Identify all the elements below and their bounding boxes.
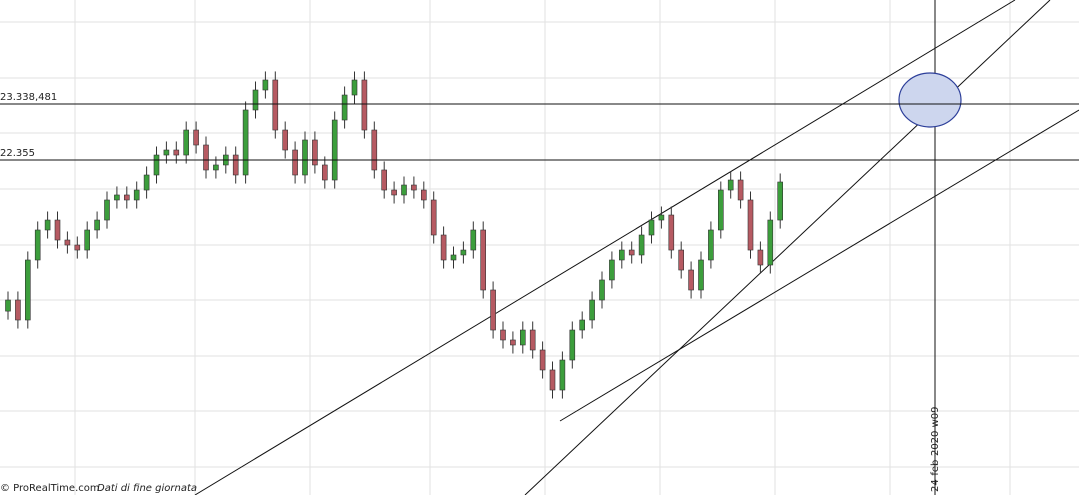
candle-body — [460, 249, 467, 256]
candle-body — [589, 299, 595, 321]
candle-body — [539, 349, 546, 371]
candle-body — [232, 154, 239, 176]
candle-body — [203, 144, 209, 171]
candle-body — [480, 229, 487, 291]
candle-body — [559, 359, 566, 391]
candle-body — [84, 229, 90, 251]
candle-body — [678, 249, 685, 271]
trend-lines — [194, 0, 1079, 495]
candle-body — [470, 229, 477, 251]
candle-body — [104, 199, 110, 221]
candle-body — [15, 299, 21, 321]
candle-body — [124, 194, 130, 201]
candle-body — [658, 214, 665, 221]
candle-body — [430, 199, 437, 236]
highlight-ellipse — [898, 72, 962, 128]
candle-body — [292, 149, 298, 176]
candle-body — [331, 119, 338, 181]
candle-body — [510, 339, 516, 346]
candle-body — [312, 139, 318, 166]
candle-body — [143, 174, 150, 191]
candle-body — [114, 194, 120, 201]
candle-body — [717, 189, 724, 231]
candle-body — [648, 219, 655, 236]
candle-body — [64, 239, 71, 246]
source: © ProRealTime.com — [0, 483, 100, 494]
candle-body — [173, 149, 180, 156]
candle-body — [579, 319, 586, 331]
candle-body — [450, 254, 457, 261]
candle-body — [74, 244, 81, 251]
candle-body — [242, 109, 249, 176]
candle-body — [381, 169, 388, 191]
candle-body — [708, 229, 714, 261]
candle-body — [747, 199, 754, 251]
candle-body — [618, 249, 625, 261]
candle-body — [757, 249, 764, 266]
candle-body — [411, 184, 417, 191]
candle-body — [371, 129, 378, 171]
candle-body — [500, 329, 506, 341]
candle-body — [44, 219, 51, 231]
candle-body — [549, 369, 556, 391]
candle-body — [609, 259, 615, 281]
candle-body — [262, 79, 269, 91]
candle-body — [34, 229, 41, 261]
candle-body — [272, 79, 279, 131]
candle-body — [401, 184, 407, 196]
level-label: 22.355 — [0, 148, 35, 159]
candle-body — [163, 149, 170, 156]
candle-body — [519, 329, 526, 346]
candles — [5, 71, 784, 399]
candle-body — [321, 164, 328, 181]
candle-body — [777, 181, 784, 221]
candle-body — [282, 129, 289, 151]
candle-body — [490, 289, 496, 331]
candle-body — [737, 179, 744, 201]
candle-body — [54, 219, 61, 241]
candle-body — [599, 279, 605, 301]
candle-body — [341, 94, 348, 121]
candle-body — [688, 269, 694, 291]
candle-body — [5, 299, 11, 312]
candle-body — [351, 79, 358, 96]
date-marker-label: 24-feb-2020 w09 — [930, 407, 941, 493]
candle-body — [440, 234, 447, 261]
candle-body — [153, 154, 160, 176]
candle-body — [213, 164, 219, 171]
candle-body — [698, 259, 704, 291]
candle-body — [183, 129, 189, 156]
candle-body — [638, 234, 645, 256]
candle-body — [193, 129, 199, 146]
source-note: Dati di fine giornata — [97, 483, 197, 494]
candle-body — [420, 189, 427, 201]
candle-body — [529, 329, 536, 351]
candle-body — [133, 189, 140, 201]
candle-body — [668, 214, 675, 251]
candle-body — [391, 189, 397, 196]
candle-body — [727, 179, 734, 191]
level-label: 23.338,481 — [0, 92, 57, 103]
candle-body — [569, 329, 576, 361]
candle-body — [24, 259, 31, 321]
candle-body — [302, 139, 308, 176]
candle-body — [94, 219, 100, 231]
candle-body — [628, 249, 635, 256]
candle-body — [252, 89, 259, 111]
candle-body — [361, 79, 368, 131]
candle-body — [767, 219, 774, 266]
